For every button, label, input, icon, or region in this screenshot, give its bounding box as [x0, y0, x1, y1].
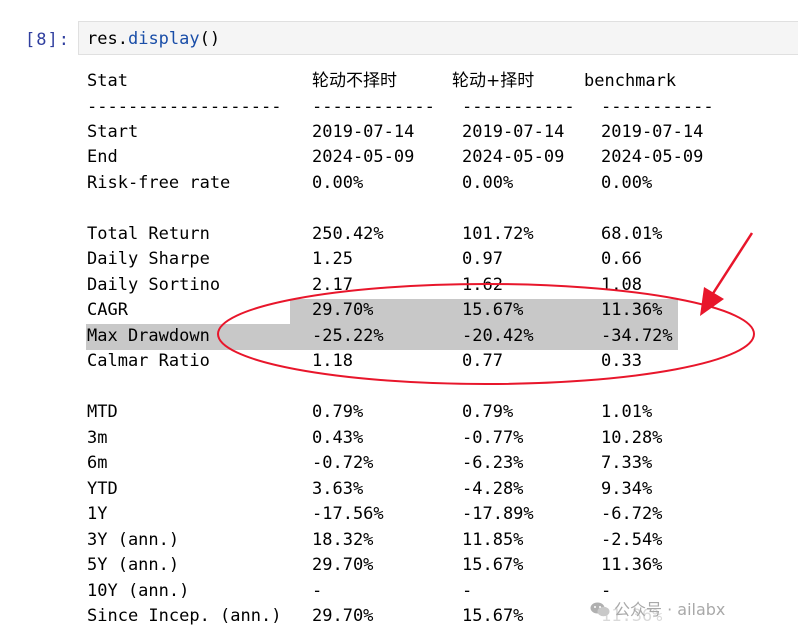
- arrow-line: [710, 232, 754, 296]
- row-value: 101.72%: [462, 224, 534, 244]
- row-value: 0.43%: [312, 428, 364, 448]
- highlight-ellipse: [217, 283, 755, 385]
- row-value: 7.33%: [601, 453, 653, 473]
- row-value: 2024-05-09: [462, 147, 565, 167]
- highlight-max-drawdown: [86, 324, 678, 350]
- header-col-2: 轮动+择时: [452, 71, 535, 91]
- row-value: 9.34%: [601, 479, 653, 499]
- row-value: 1.01%: [601, 402, 653, 422]
- row-value: 2.17: [312, 275, 353, 295]
- row-label: 1Y: [87, 504, 108, 524]
- row-value: 2024-05-09: [601, 147, 704, 167]
- arrow-head: [700, 287, 724, 316]
- row-value: -4.28%: [462, 479, 524, 499]
- row-value: 0.66: [601, 249, 642, 269]
- separator-1: ------------: [312, 97, 435, 117]
- row-label: YTD: [87, 479, 118, 499]
- row-value: 0.00%: [312, 173, 364, 193]
- row-value: 29.70%: [312, 300, 374, 320]
- watermark-text: 公众号 · ailabx: [614, 600, 726, 619]
- row-value: -: [312, 581, 323, 601]
- header-col-1: 轮动不择时: [312, 71, 397, 91]
- row-label: Total Return: [87, 224, 210, 244]
- row-value: 3.63%: [312, 479, 364, 499]
- row-value: 29.70%: [312, 606, 374, 626]
- row-label: 3Y (ann.): [87, 530, 180, 550]
- cell-prompt: [8]:: [25, 30, 70, 50]
- row-value: -: [462, 581, 473, 601]
- separator-2: -----------: [462, 97, 575, 117]
- row-value: -17.56%: [312, 504, 384, 524]
- code-object: res: [87, 29, 118, 49]
- row-label: 6m: [87, 453, 108, 473]
- row-label: CAGR: [87, 300, 128, 320]
- row-label: End: [87, 147, 118, 167]
- row-value: 11.85%: [462, 530, 524, 550]
- code-method: display: [127, 29, 200, 49]
- header-col-3: benchmark: [584, 71, 677, 91]
- row-value: 2019-07-14: [601, 122, 704, 142]
- row-label: 10Y (ann.): [87, 581, 190, 601]
- row-value: -17.89%: [462, 504, 534, 524]
- row-value: 10.28%: [601, 428, 663, 448]
- row-value: -34.72%: [601, 326, 673, 346]
- code-line: res.display(): [87, 29, 220, 49]
- row-value: -: [601, 581, 612, 601]
- row-value: 11.36%: [601, 555, 663, 575]
- row-label: Risk-free rate: [87, 173, 231, 193]
- row-value: 15.67%: [462, 555, 524, 575]
- highlight-cagr: [290, 299, 678, 324]
- row-value: 15.67%: [462, 606, 524, 626]
- separator-3: -----------: [601, 97, 714, 117]
- row-label: Calmar Ratio: [87, 351, 210, 371]
- row-value: 0.79%: [462, 402, 514, 422]
- row-value: 0.33: [601, 351, 642, 371]
- row-value: -6.23%: [462, 453, 524, 473]
- row-value: 0.00%: [462, 173, 514, 193]
- row-value: 1.25: [312, 249, 353, 269]
- row-value: -20.42%: [462, 326, 534, 346]
- separator-0: -------------------: [87, 97, 282, 117]
- row-value: 68.01%: [601, 224, 663, 244]
- code-dot: .: [117, 29, 128, 49]
- row-value: -0.72%: [312, 453, 374, 473]
- row-value: -0.77%: [462, 428, 524, 448]
- row-value: 1.18: [312, 351, 353, 371]
- row-value: 29.70%: [312, 555, 374, 575]
- row-value: 15.67%: [462, 300, 524, 320]
- row-value: 0.00%: [601, 173, 653, 193]
- row-label: Start: [87, 122, 139, 142]
- row-label: 5Y (ann.): [87, 555, 180, 575]
- row-value: 250.42%: [312, 224, 384, 244]
- row-label: 3m: [87, 428, 108, 448]
- row-value: 2024-05-09: [312, 147, 415, 167]
- row-value: 0.97: [462, 249, 503, 269]
- header-stat: Stat: [87, 71, 128, 91]
- row-value: 0.79%: [312, 402, 364, 422]
- row-label: Daily Sharpe: [87, 249, 210, 269]
- row-label: Since Incep. (ann.): [87, 606, 282, 626]
- row-label: MTD: [87, 402, 118, 422]
- code-parens: (): [199, 29, 221, 49]
- wechat-icon: [590, 602, 610, 617]
- row-label: Max Drawdown: [87, 326, 210, 346]
- row-value: 2019-07-14: [312, 122, 415, 142]
- row-value: 0.77: [462, 351, 503, 371]
- row-value: 11.36%: [601, 300, 663, 320]
- row-value: 2019-07-14: [462, 122, 565, 142]
- row-value: -2.54%: [601, 530, 663, 550]
- row-value: -6.72%: [601, 504, 663, 524]
- code-cell-input[interactable]: res.display(): [78, 21, 798, 55]
- row-value: -25.22%: [312, 326, 384, 346]
- row-value: 18.32%: [312, 530, 374, 550]
- watermark: 公众号 · ailabx: [586, 595, 732, 622]
- row-label: Daily Sortino: [87, 275, 221, 295]
